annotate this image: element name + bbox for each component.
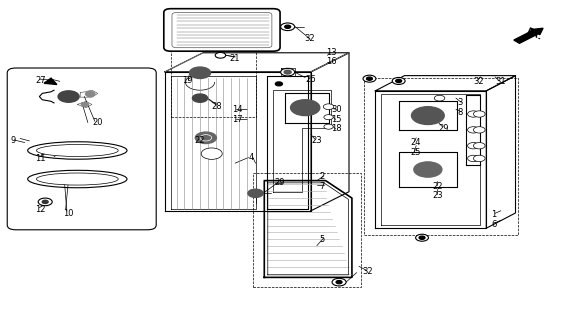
Text: 24: 24 [410,138,421,147]
Circle shape [468,142,479,149]
Circle shape [281,23,295,31]
Circle shape [201,148,222,159]
Circle shape [468,155,479,162]
Text: 4: 4 [248,153,254,162]
Text: 20: 20 [92,118,103,127]
Text: 31: 31 [495,77,505,86]
Text: 26: 26 [305,75,316,84]
Circle shape [86,92,95,97]
Text: FR.: FR. [524,27,543,42]
Text: 28: 28 [212,102,222,111]
Text: 17: 17 [232,115,243,124]
Circle shape [190,67,211,78]
Circle shape [468,111,479,117]
Ellipse shape [36,144,118,156]
Circle shape [411,107,444,124]
Circle shape [324,115,333,120]
Text: 3: 3 [457,99,463,108]
Text: 5: 5 [320,235,325,244]
FancyBboxPatch shape [164,9,280,51]
Circle shape [285,25,291,28]
Text: 29: 29 [274,178,285,187]
Text: 2: 2 [320,172,325,181]
Text: 1: 1 [491,210,496,219]
Text: 10: 10 [63,209,73,219]
Circle shape [58,91,79,102]
Circle shape [281,68,295,76]
Text: 23: 23 [311,136,322,146]
Circle shape [323,104,334,109]
Circle shape [434,95,445,101]
Text: 15: 15 [332,115,342,124]
Circle shape [392,77,405,84]
Circle shape [275,82,282,86]
Text: 13: 13 [326,48,336,57]
Text: 7: 7 [320,181,325,190]
Text: 32: 32 [474,77,484,86]
Circle shape [82,103,89,106]
Circle shape [38,198,52,206]
Circle shape [195,132,217,143]
Circle shape [474,155,485,162]
Circle shape [363,75,376,82]
Circle shape [474,111,485,117]
Text: 27: 27 [35,76,46,84]
Text: 6: 6 [491,220,497,228]
Circle shape [396,79,402,83]
Text: 30: 30 [332,105,342,114]
Circle shape [291,100,320,116]
Circle shape [468,127,479,133]
Text: 12: 12 [35,205,46,214]
Circle shape [416,234,429,241]
Text: 16: 16 [326,57,336,66]
Circle shape [215,52,226,58]
Circle shape [284,70,291,74]
Circle shape [193,94,208,102]
Text: 25: 25 [410,148,421,156]
Ellipse shape [36,173,118,185]
Text: 29: 29 [438,124,449,133]
Text: 21: 21 [230,54,239,63]
Text: 22: 22 [194,136,205,146]
Text: 14: 14 [232,105,242,114]
Circle shape [474,142,485,149]
Circle shape [336,281,342,284]
Circle shape [248,189,263,197]
Text: 8: 8 [457,108,463,117]
Text: 11: 11 [35,154,46,163]
Circle shape [324,124,333,129]
Text: 32: 32 [362,267,373,276]
Circle shape [419,236,425,239]
Polygon shape [44,78,57,84]
Circle shape [42,200,48,204]
Circle shape [474,127,485,133]
Text: 22: 22 [433,181,443,190]
Text: 9: 9 [10,136,15,146]
FancyArrow shape [514,28,543,43]
Circle shape [414,162,442,177]
Circle shape [332,278,346,286]
Text: 32: 32 [304,34,315,43]
Text: 18: 18 [332,124,342,133]
Circle shape [366,77,372,80]
Text: 19: 19 [183,76,193,85]
FancyBboxPatch shape [7,68,156,230]
Text: 23: 23 [433,191,443,200]
